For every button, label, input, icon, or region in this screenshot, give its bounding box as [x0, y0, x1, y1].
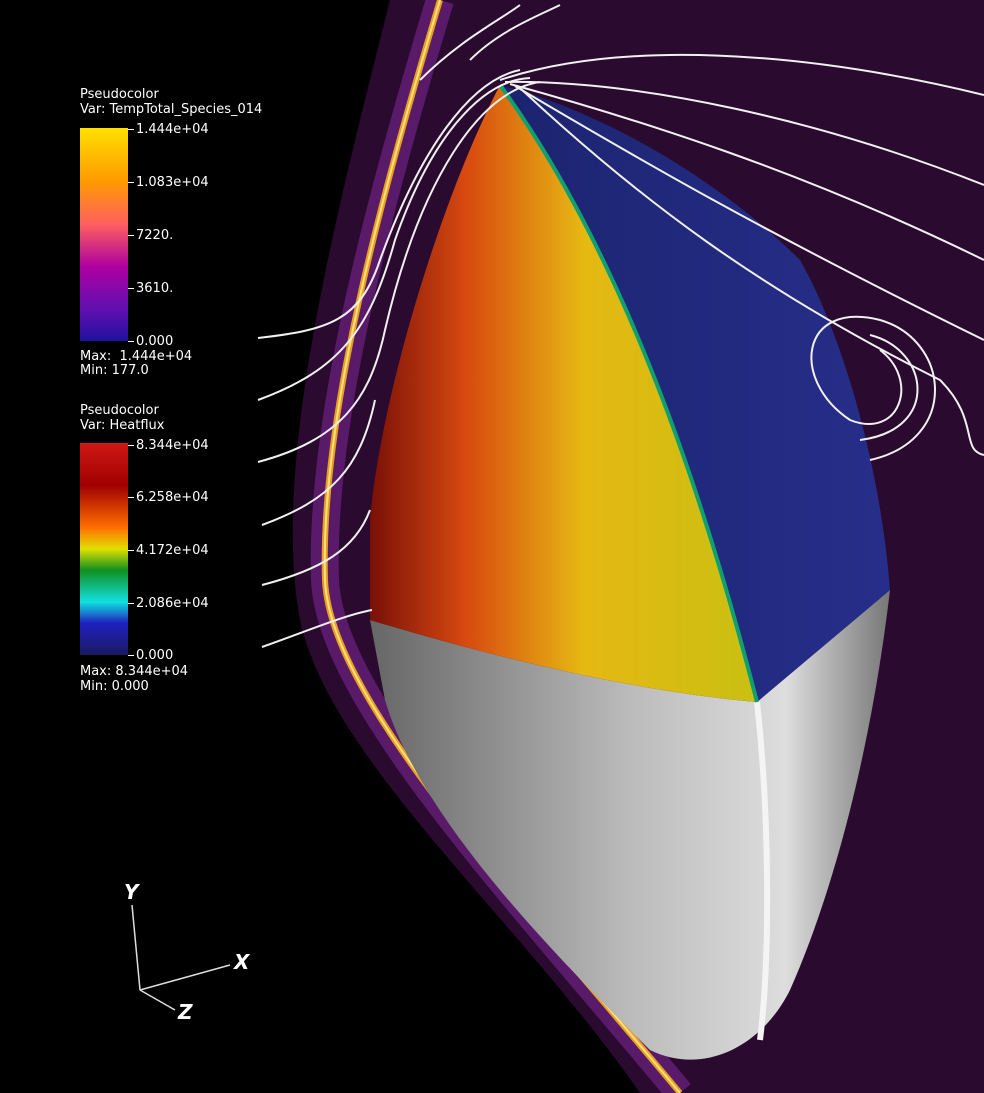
legend-tick: 0.000: [128, 648, 173, 663]
legend-variable: Var: TempTotal_Species_014: [80, 102, 263, 117]
legend-variable: Var: Heatflux: [80, 418, 165, 433]
color-bar: [80, 443, 128, 655]
legend-min: Min: 177.0: [80, 363, 149, 378]
legend-max: Max: 8.344e+04: [80, 664, 189, 679]
legend-tick: 7220.: [128, 228, 173, 243]
axis-label: Y: [124, 880, 139, 904]
axis-label: X: [234, 950, 250, 974]
legend-tick: 3610.: [128, 281, 173, 296]
legend-tick: 8.344e+04: [128, 438, 209, 453]
color-bar: [80, 128, 128, 341]
legend-tick: 0.000: [128, 334, 173, 349]
legend-tick: 2.086e+04: [128, 596, 209, 611]
legend-tick: 6.258e+04: [128, 490, 209, 505]
legend-tick: 1.083e+04: [128, 175, 209, 190]
legend-min: Min: 0.000: [80, 679, 149, 694]
legend-tick: 4.172e+04: [128, 543, 209, 558]
legend-title: Pseudocolor: [80, 403, 159, 418]
legend-max: Max: 1.444e+04: [80, 349, 193, 364]
legend-tick: 1.444e+04: [128, 122, 209, 137]
legend-title: Pseudocolor: [80, 87, 159, 102]
axis-label: Z: [178, 1000, 193, 1024]
